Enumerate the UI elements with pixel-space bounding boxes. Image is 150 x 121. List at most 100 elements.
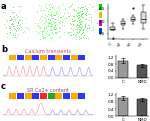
Point	[30, 22, 33, 23]
Point	[57, 30, 60, 32]
Point	[51, 6, 53, 8]
Point	[34, 30, 37, 32]
Point	[78, 19, 80, 21]
Point	[62, 24, 65, 26]
Point	[48, 21, 51, 23]
Point	[88, 24, 90, 26]
Bar	[17, 55, 24, 60]
Point	[42, 0, 44, 2]
Point	[57, 15, 59, 17]
Point	[45, 32, 47, 34]
Point	[12, 6, 14, 8]
Point	[76, 16, 79, 18]
Point	[29, 30, 32, 32]
Point	[41, 15, 44, 17]
Point	[8, 27, 10, 29]
Point	[67, 15, 69, 17]
Point	[42, 16, 45, 18]
Point	[44, 36, 46, 38]
Bar	[25, 93, 32, 99]
Point	[39, 30, 41, 32]
Point	[76, 31, 78, 33]
Point	[52, 18, 54, 19]
Point	[92, 29, 95, 31]
Point	[88, 19, 91, 21]
Point	[48, 21, 50, 23]
Point	[53, 27, 56, 29]
Point	[72, 20, 75, 22]
Point	[79, 22, 81, 24]
Point	[84, 25, 86, 27]
Point	[33, 36, 35, 38]
Point	[79, 8, 81, 9]
Point	[6, 36, 8, 38]
Point	[76, 12, 78, 14]
Point	[51, 28, 54, 30]
Point	[9, 27, 11, 29]
Point	[16, 16, 18, 18]
Point	[68, 34, 70, 36]
Point	[70, 34, 72, 35]
Point	[40, 30, 43, 32]
Point	[9, 19, 12, 21]
Point	[19, 28, 22, 30]
Point	[60, 18, 63, 20]
Point	[83, 1, 85, 3]
Point	[85, 37, 87, 39]
Bar	[55, 93, 62, 99]
Point	[66, 23, 68, 25]
Point	[13, 25, 15, 27]
Point	[91, 26, 94, 28]
Point	[76, 26, 79, 28]
Point	[18, 27, 20, 29]
Point	[80, 20, 83, 22]
Point	[77, 40, 80, 42]
Point	[27, 36, 30, 38]
Point	[11, 18, 13, 20]
Point	[80, 37, 83, 39]
Point	[45, 35, 48, 37]
Point	[44, 44, 46, 46]
Point	[83, 39, 85, 41]
Point	[72, 19, 75, 21]
Point	[45, 57, 47, 59]
Point	[76, 20, 78, 22]
Point	[81, 16, 83, 18]
Point	[36, 2, 38, 4]
Point	[44, 38, 46, 39]
Point	[61, 24, 64, 26]
Point	[79, 20, 81, 22]
Point	[64, 29, 67, 30]
Point	[16, 20, 19, 22]
Point	[51, 23, 54, 25]
PathPatch shape	[141, 12, 146, 23]
Point	[17, 22, 19, 23]
Point	[73, 2, 75, 4]
Point	[75, 38, 78, 40]
Point	[51, 25, 53, 27]
Point	[11, 11, 13, 13]
Point	[78, 21, 80, 23]
Point	[69, 31, 71, 33]
Point	[77, 6, 79, 8]
Point	[47, 13, 49, 15]
Point	[18, 25, 21, 27]
Point	[37, 31, 39, 33]
Bar	[9, 93, 16, 99]
Point	[88, 27, 90, 29]
Point	[41, 9, 44, 11]
Point	[85, 2, 88, 4]
Point	[12, 41, 14, 43]
Point	[58, 27, 60, 29]
Point	[78, 38, 80, 40]
Point	[57, 27, 60, 29]
Point	[50, 21, 52, 23]
Point	[23, 30, 26, 32]
Point	[72, 29, 74, 31]
Point	[48, 40, 51, 42]
Point	[70, 5, 72, 7]
Point	[9, 26, 11, 28]
Point	[52, 34, 54, 35]
Point	[67, 39, 70, 41]
Point	[45, 19, 47, 21]
